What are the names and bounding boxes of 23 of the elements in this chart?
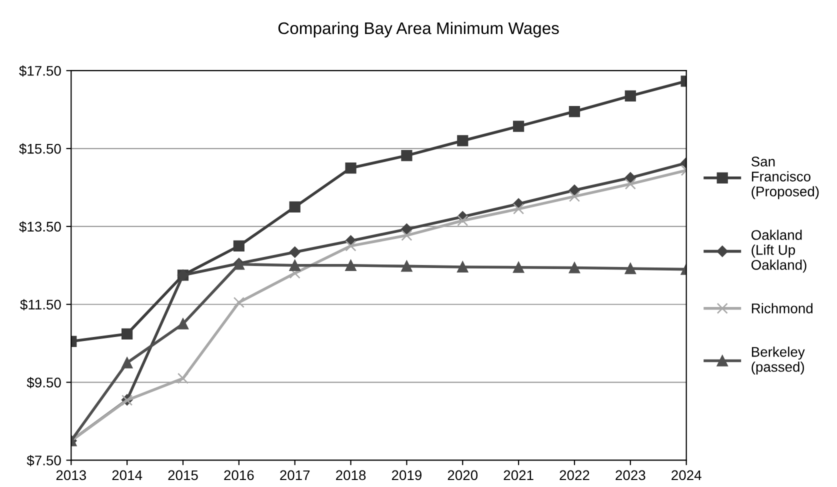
x-tick-label: 2019 (392, 470, 422, 480)
y-tick-label: $9.50 (26, 377, 61, 388)
x-tick-label: 2020 (448, 470, 478, 480)
x-tick-label: 2021 (504, 470, 534, 480)
y-tick-label: $13.50 (19, 221, 61, 232)
x-tick-label: 2024 (672, 470, 702, 480)
legend-label: Richmond (752, 303, 812, 314)
y-tick-label: $11.50 (20, 299, 61, 310)
y-tick-label: $15.50 (19, 143, 61, 155)
x-tick-label: 2018 (336, 470, 366, 480)
chart-title: Comparing Bay Area Minimum Wages (278, 22, 559, 38)
x-tick-label: 2023 (616, 470, 646, 480)
legend-label: Oakland (Lift Up Oakland) (751, 230, 806, 273)
x-tick-label: 2016 (224, 470, 254, 480)
x-tick-label: 2013 (56, 470, 86, 480)
x-tick-label: 2014 (112, 470, 142, 480)
legend-label: Berkeley (passed) (752, 346, 805, 375)
legend-label: San Francisco (Proposed) (751, 156, 819, 200)
y-tick-label: $17.50 (19, 65, 61, 77)
x-tick-label: 2017 (280, 470, 310, 480)
x-tick-label: 2022 (560, 470, 590, 480)
y-tick-label: $7.50 (26, 454, 61, 466)
x-tick-label: 2015 (168, 470, 198, 480)
